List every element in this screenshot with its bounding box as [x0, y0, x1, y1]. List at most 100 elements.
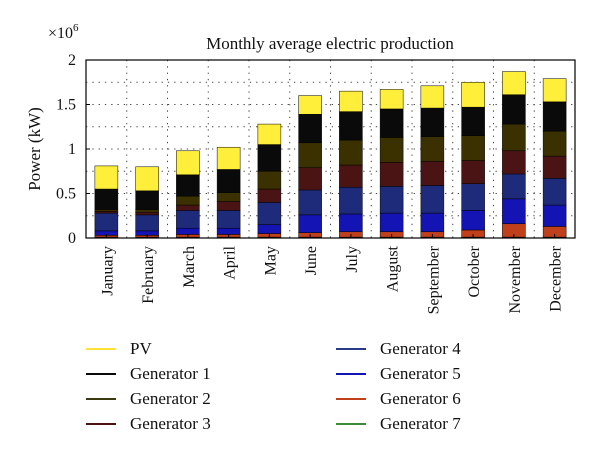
bar-segment-generator-4: [542, 178, 567, 206]
legend-swatch: [86, 348, 116, 350]
bar-segment-pv: [257, 123, 282, 145]
bar-segment-pv: [176, 150, 200, 176]
bar-segment-generator-3: [502, 150, 526, 175]
bar-segment-generator-2: [216, 192, 241, 202]
bar-segment-generator-5: [502, 198, 526, 225]
bar-segment-pv: [298, 95, 322, 115]
y-multiplier-base: ×10: [48, 25, 73, 42]
legend-swatch: [336, 348, 366, 350]
x-tick-label: January: [99, 246, 116, 296]
y-tick-label: 1: [68, 141, 76, 158]
legend-item-pv: PV: [86, 338, 152, 360]
bar-segment-pv: [502, 71, 526, 95]
bar-segment-generator-4: [257, 202, 282, 225]
legend-item-generator-1: Generator 1: [86, 363, 211, 385]
bar-stack-january: [94, 165, 119, 239]
bar-stack-june: [298, 95, 322, 239]
bar-segment-generator-1: [216, 169, 241, 193]
y-tick-label: 0.5: [56, 186, 76, 203]
bar-segment-generator-3: [379, 162, 404, 187]
bar-stack-may: [257, 123, 282, 239]
bar-segment-generator-1: [298, 114, 322, 144]
bar-segment-pv: [339, 90, 363, 112]
legend-swatch: [86, 373, 116, 375]
bar-segment-generator-1: [542, 101, 567, 132]
bar-segment-generator-5: [216, 227, 241, 235]
x-tick-label: May: [262, 246, 279, 275]
x-tick-label: July: [344, 246, 361, 273]
bar-segment-pv: [216, 146, 241, 170]
legend-label: Generator 4: [380, 339, 461, 358]
bar-segment-generator-5: [339, 213, 363, 233]
y-axis-label: Power (kW): [25, 107, 44, 191]
x-tick-label: October: [466, 245, 483, 297]
x-tick-label: April: [222, 245, 239, 279]
legend-label: Generator 3: [130, 414, 211, 433]
x-tick-label: December: [548, 245, 565, 311]
x-axis-ticks: January February March April May June July Augu…: [99, 234, 565, 314]
x-tick-label: August: [385, 245, 402, 292]
bar-segment-generator-3: [420, 161, 445, 186]
bar-segment-pv: [379, 89, 404, 110]
legend-label: Generator 1: [130, 364, 211, 383]
bar-segment-generator-4: [339, 187, 363, 215]
bar-segment-pv: [135, 166, 159, 192]
legend-label: Generator 5: [380, 364, 461, 383]
x-tick-label: March: [181, 246, 198, 288]
bar-segment-generator-2: [379, 137, 404, 163]
bar-segment-generator-4: [298, 189, 322, 216]
bar-stack-october: [461, 82, 485, 239]
legend-swatch: [86, 398, 116, 400]
bar-segment-generator-1: [339, 111, 363, 141]
bar-segment-generator-4: [461, 183, 485, 211]
y-tick-label: 1.5: [56, 97, 76, 114]
bar-segment-generator-3: [135, 211, 159, 216]
bar-segment-generator-3: [339, 164, 363, 188]
bar-segment-generator-3: [176, 204, 200, 211]
bar-stack-july: [339, 90, 363, 239]
bar-segment-generator-1: [257, 144, 282, 172]
plot-grid: [86, 60, 575, 238]
bar-segment-generator-4: [379, 186, 404, 214]
legend-swatch: [336, 423, 366, 425]
bar-segment-generator-1: [94, 188, 119, 210]
bar-segment-generator-3: [298, 167, 322, 191]
x-tick-label: June: [303, 246, 320, 275]
bar-segment-generator-5: [176, 227, 200, 235]
bar-segment-generator-4: [420, 185, 445, 214]
legend-item-generator-5: Generator 5: [336, 363, 461, 385]
legend-label: PV: [130, 339, 152, 358]
legend-item-generator-2: Generator 2: [86, 388, 211, 410]
bar-segment-generator-2: [461, 135, 485, 161]
bar-segment-pv: [420, 85, 445, 109]
bar-stack-december: [542, 78, 567, 239]
legend-item-generator-3: Generator 3: [86, 413, 211, 435]
bar-segment-pv: [94, 165, 119, 190]
legend-item-generator-6: Generator 6: [336, 388, 461, 410]
bar-segment-generator-2: [502, 123, 526, 152]
legend-swatch: [86, 423, 116, 425]
y-axis-ticks: 0 0.5 1 1.5 2: [56, 52, 90, 247]
legend-item-generator-7: Generator 7: [336, 413, 461, 435]
bar-segment-pv: [461, 82, 485, 108]
bar-segment-generator-2: [135, 209, 159, 213]
bar-stack-august: [379, 89, 404, 239]
bar-segment-generator-4: [502, 173, 526, 200]
y-tick-label: 0: [68, 230, 76, 247]
bar-segment-generator-1: [502, 94, 526, 125]
y-multiplier-exponent: 6: [73, 22, 79, 34]
bar-segment-generator-1: [176, 174, 200, 197]
bar-segment-generator-2: [339, 139, 363, 166]
bar-segment-generator-4: [216, 210, 241, 229]
bar-segment-generator-2: [420, 136, 445, 162]
bar-segment-generator-2: [298, 142, 322, 168]
bar-stack-april: [216, 146, 241, 239]
x-tick-label: November: [507, 245, 524, 313]
bar-segment-generator-5: [379, 212, 404, 233]
legend-swatch: [336, 398, 366, 400]
bar-segment-generator-5: [420, 212, 445, 233]
legend-item-generator-4: Generator 4: [336, 338, 461, 360]
bar-stacks: [94, 71, 567, 239]
bar-segment-generator-5: [542, 204, 567, 227]
bar-segment-generator-2: [542, 130, 567, 157]
